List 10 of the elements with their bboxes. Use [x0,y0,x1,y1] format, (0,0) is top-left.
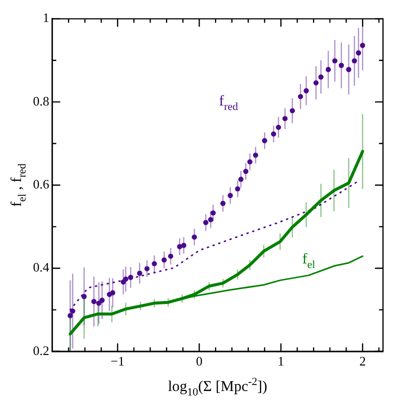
x-tick-label: 1 [278,354,284,369]
y-tick-label: 0.4 [33,260,50,275]
x-tick-label: −1 [110,354,125,369]
y-axis-title: fel , fred [9,162,28,207]
x-tick-label: 0 [196,354,202,369]
y-tick-label: 0.2 [33,342,50,358]
y-tick-label: 1 [42,10,50,26]
x-tick-label: 2 [359,354,366,369]
y-tick-label: 0.8 [33,93,50,108]
y-tick-label: 0.6 [33,176,50,192]
